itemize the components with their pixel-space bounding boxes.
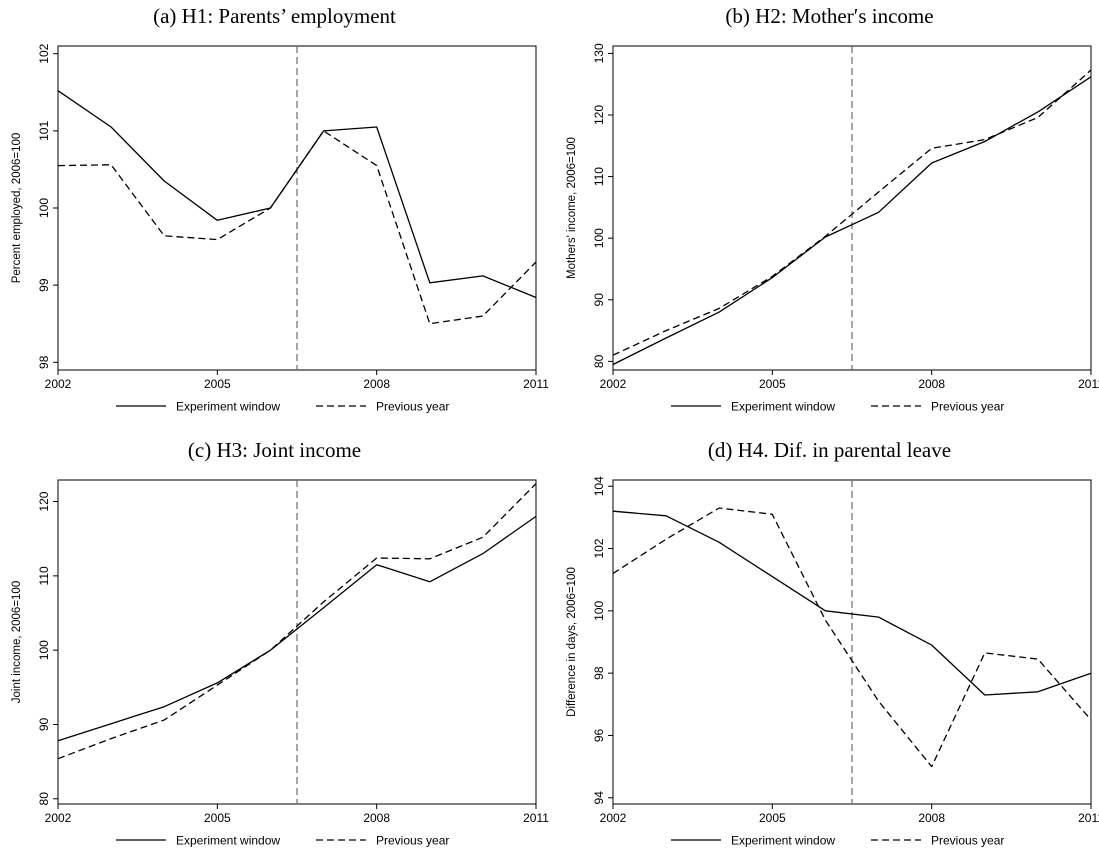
legend-label: Previous year (376, 834, 449, 848)
legend-label: Experiment window (731, 834, 835, 848)
chart-svg: 80 90 100 110 120 2002 2005 2008 2011 Joint incom… (11, 479, 549, 848)
x-tick-label: 2002 (45, 811, 72, 825)
series-line-experiment-window (612, 76, 1092, 366)
y-tick-label: 98 (592, 666, 606, 680)
x-tick-label: 2002 (600, 811, 627, 825)
y-tick-label: 94 (592, 791, 606, 805)
chart-title: (c) H3: Joint income (187, 438, 362, 462)
y-axis-title: Joint income, 2006=100 (11, 581, 23, 703)
x-tick-label: 2008 (363, 377, 390, 391)
y-tick-label: 80 (37, 792, 51, 806)
legend-label: Experiment window (176, 834, 280, 848)
chart-title: (d) H4. Dif. in parental leave (707, 438, 952, 462)
y-tick-label: 104 (592, 476, 606, 496)
y-tick-label: 80 (592, 354, 606, 368)
series-line-previous-year (612, 69, 1092, 356)
y-tick-label: 99 (37, 278, 51, 292)
y-tick-label: 90 (592, 293, 606, 307)
x-tick-label: 2011 (523, 811, 549, 825)
x-tick-label: 2005 (204, 811, 231, 825)
legend-label: Previous year (931, 400, 1004, 414)
chart-svg: 94 96 98 100 102 104 2002 2005 2008 2011 Differenc… (566, 476, 1099, 848)
y-tick-label: 100 (592, 601, 606, 621)
series-line-previous-year (57, 130, 537, 325)
y-tick-label: 120 (592, 105, 606, 125)
x-tick-label: 2005 (759, 811, 786, 825)
y-tick-label: 110 (592, 167, 606, 186)
chart-panel-d: (d) H4. Dif. in parental leave 94 96 98 100… (555, 434, 1099, 868)
chart-title: (a) H1: Parents’ employment (153, 4, 396, 28)
chart-panel-a: (a) H1: Parents’ employment 98 99 100 101 10… (0, 0, 549, 434)
x-tick-label: 2002 (600, 377, 627, 391)
y-tick-label: 96 (592, 728, 606, 742)
y-axis-title: Mothers' income, 2006=100 (566, 137, 578, 279)
y-tick-label: 98 (37, 355, 51, 369)
y-tick-label: 90 (37, 717, 51, 731)
y-tick-label: 100 (592, 228, 606, 248)
series-line-previous-year (612, 507, 1092, 768)
legend-label: Experiment window (731, 400, 835, 414)
chart-svg: 98 99 100 101 102 2002 2005 2008 2011 Percent emp… (11, 43, 549, 414)
x-tick-label: 2008 (918, 377, 945, 391)
x-tick-label: 2005 (204, 377, 231, 391)
chart-panel-b: (b) H2: Mother′s income 80 90 100 110 120 130… (555, 0, 1099, 434)
series-line-experiment-window (57, 515, 537, 742)
y-tick-label: 130 (592, 43, 606, 63)
legend-label: Experiment window (176, 400, 280, 414)
legend-label: Previous year (376, 400, 449, 414)
y-tick-label: 102 (592, 538, 606, 558)
y-tick-label: 100 (37, 640, 51, 660)
y-tick-label: 101 (37, 121, 51, 141)
chart-svg: 80 90 100 110 120 130 2002 2005 2008 2011 Mothers'… (566, 43, 1099, 414)
x-tick-label: 2008 (363, 811, 390, 825)
x-tick-label: 2005 (759, 377, 786, 391)
legend-label: Previous year (931, 834, 1004, 848)
y-axis-title: Percent employed, 2006=100 (11, 133, 23, 284)
y-axis-title: Difference in days, 2006=100 (566, 567, 578, 717)
series-line-previous-year (57, 483, 537, 760)
x-tick-label: 2011 (523, 377, 549, 391)
chart-title: (b) H2: Mother′s income (725, 4, 934, 28)
y-tick-label: 102 (37, 43, 51, 63)
y-tick-label: 100 (37, 198, 51, 218)
x-tick-label: 2002 (45, 377, 72, 391)
x-tick-label: 2008 (918, 811, 945, 825)
chart-panel-c: (c) H3: Joint income 80 90 100 110 120 2002 20… (0, 434, 549, 868)
x-tick-label: 2011 (1078, 811, 1099, 825)
series-line-experiment-window (612, 510, 1092, 696)
y-tick-label: 110 (37, 566, 51, 585)
y-tick-label: 120 (37, 491, 51, 511)
x-tick-label: 2011 (1078, 377, 1099, 391)
